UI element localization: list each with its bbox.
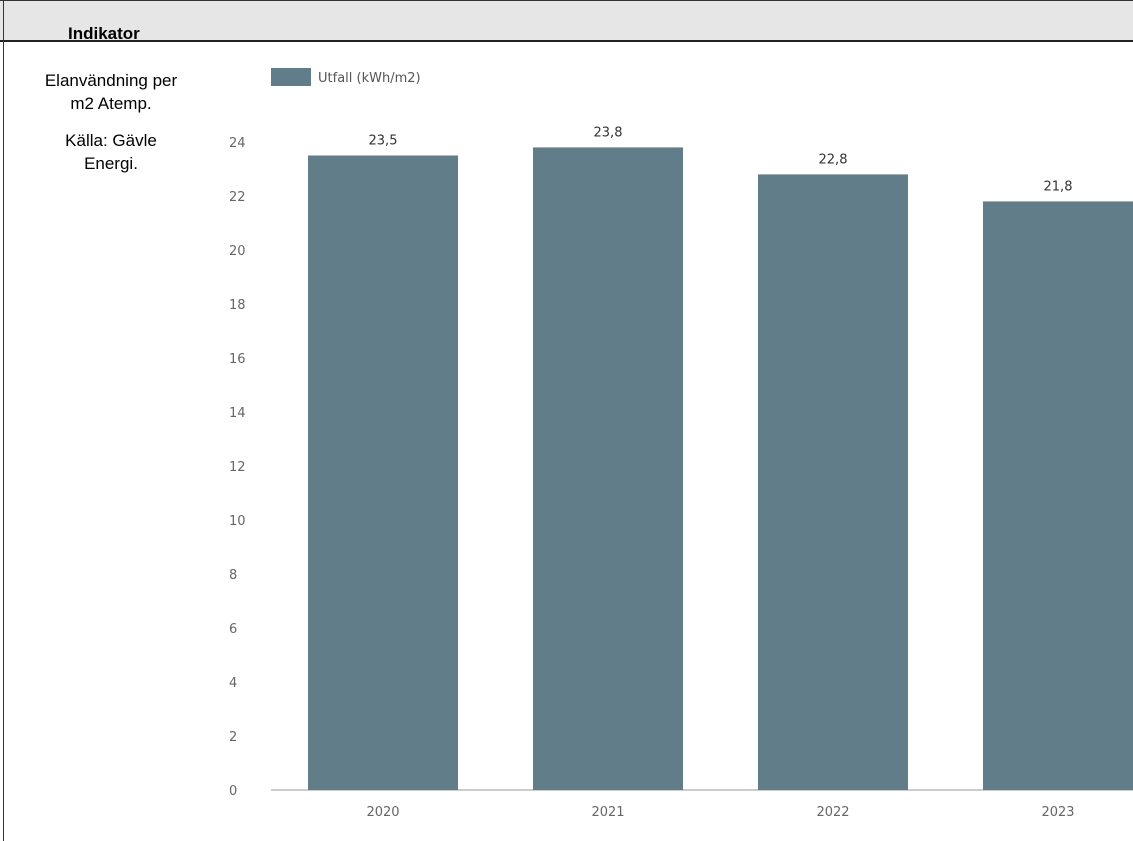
data-label-2020: 23,5 <box>369 134 398 149</box>
y-tick-label: 10 <box>229 514 246 529</box>
y-tick-label: 2 <box>229 730 237 745</box>
legend-swatch <box>271 68 311 86</box>
bar-series <box>308 147 1133 790</box>
left-border <box>3 0 4 841</box>
x-tick-label: 2020 <box>366 805 399 820</box>
top-border <box>0 0 1133 1</box>
y-tick-label: 8 <box>229 568 237 583</box>
chart-legend: Utfall (kWh/m2) <box>271 68 421 86</box>
indicator-line-1: Elanvändning per <box>44 71 178 90</box>
data-label-2022: 22,8 <box>819 152 848 167</box>
bar-2023 <box>983 201 1133 790</box>
y-tick-label: 18 <box>229 298 246 313</box>
bar-2020 <box>308 155 458 790</box>
bar-2022 <box>758 174 908 790</box>
y-tick-label: 0 <box>229 784 237 799</box>
data-label-2023: 21,8 <box>1044 179 1073 194</box>
y-tick-label: 22 <box>229 190 246 205</box>
x-tick-label: 2022 <box>816 805 849 820</box>
y-tick-label: 12 <box>229 460 246 475</box>
y-tick-label: 24 <box>229 136 246 151</box>
source-line-1: Källa: Gävle <box>65 131 157 150</box>
x-axis: 2020 2021 2022 2023 <box>271 789 1133 820</box>
table-header <box>0 0 1133 42</box>
y-tick-label: 20 <box>229 244 246 259</box>
x-tick-label: 2021 <box>591 805 624 820</box>
data-labels: 23,5 23,8 22,8 21,8 <box>369 125 1073 194</box>
legend-label: Utfall (kWh/m2) <box>318 71 421 86</box>
bar-2021 <box>533 147 683 790</box>
y-tick-label: 14 <box>229 406 246 421</box>
y-tick-label: 16 <box>229 352 246 367</box>
y-tick-label: 4 <box>229 676 237 691</box>
y-tick-label: 6 <box>229 622 237 637</box>
x-tick-label: 2023 <box>1041 805 1074 820</box>
data-label-2021: 23,8 <box>594 125 623 140</box>
indicator-line-2: m2 Atemp. <box>70 94 152 113</box>
table-header-title: Indikator <box>68 24 140 43</box>
source-line-2: Energi. <box>84 154 138 173</box>
